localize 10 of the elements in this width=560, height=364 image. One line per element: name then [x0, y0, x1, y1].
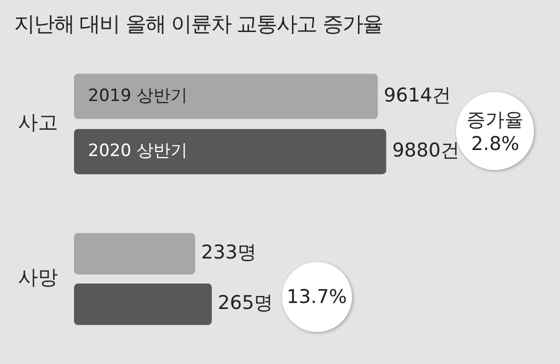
series-label: 2019 상반기 — [88, 86, 188, 106]
speech-bubble: 증가율 2.8% — [456, 92, 534, 170]
y-tick-label: 사망 — [18, 265, 58, 290]
series-label: 2020 상반기 — [88, 141, 188, 162]
chart-title: 지난해 대비 올해 이륜차 교통사고 증가율 — [13, 11, 384, 38]
data-label: 9614건 — [384, 84, 452, 106]
y-tick-label: 사고 — [18, 110, 58, 134]
speech-bubble: 13.7% — [282, 262, 352, 332]
data-label: 265명 — [218, 292, 274, 314]
data-label: 233명 — [201, 242, 256, 264]
